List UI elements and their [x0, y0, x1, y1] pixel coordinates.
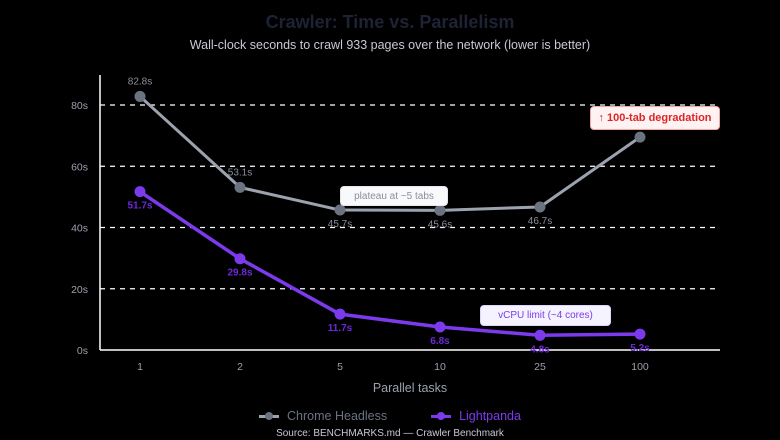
- x-axis-label: Parallel tasks: [372, 381, 448, 395]
- gridlines: [100, 104, 720, 290]
- annotation-degradation-text: ↑ 100-tab degradation: [598, 112, 712, 124]
- chrome-data-point[interactable]: [334, 204, 346, 216]
- annotation-vcpu-text: vCPU limit (~4 cores): [498, 310, 593, 321]
- legend-item-chrome[interactable]: Chrome Headless: [259, 409, 387, 423]
- legend-label-lightpanda: Lightpanda: [459, 409, 521, 423]
- chrome-line: [138, 95, 641, 212]
- lightpanda-value-label: 4.8s: [530, 344, 550, 355]
- lightpanda-line-marker-icon: [431, 411, 452, 421]
- annotation-plateau-text: plateau at ~5 tabs: [354, 190, 434, 202]
- series-chrome: 82.8s 53.1s 45.7s 45.6s 46.7s: [128, 76, 646, 230]
- y-tick-label: 80s: [71, 100, 88, 112]
- x-tick-label: 2: [237, 361, 243, 373]
- series-lightpanda: 51.7s 29.8s 11.7s 6.8s 4.8s 5.2s: [127, 186, 650, 355]
- chrome-data-point[interactable]: [134, 90, 146, 102]
- lightpanda-value-label: 6.8s: [430, 336, 450, 347]
- legend: Chrome Headless Lightpanda: [0, 409, 780, 423]
- y-axis-ticks: 0s 20s 40s 60s 80s: [71, 100, 88, 357]
- chart-subtitle: Wall-clock seconds to crawl 933 pages ov…: [189, 38, 591, 52]
- annotation-plateau: plateau at ~5 tabs: [340, 186, 448, 206]
- chrome-data-point[interactable]: [234, 181, 246, 193]
- chrome-data-point[interactable]: [534, 201, 546, 213]
- chrome-value-label: 53.1s: [228, 167, 252, 178]
- x-tick-label: 10: [434, 361, 446, 373]
- x-tick-label: 100: [631, 361, 649, 373]
- lightpanda-data-point[interactable]: [634, 328, 646, 340]
- chrome-value-label: 45.7s: [328, 219, 352, 230]
- chrome-value-label: 46.7s: [528, 216, 552, 227]
- chrome-data-point[interactable]: [634, 131, 646, 143]
- x-axis-ticks: 1 2 5 10 25 100: [137, 361, 649, 373]
- lightpanda-value-label: 5.2s: [630, 343, 650, 354]
- legend-item-lightpanda[interactable]: Lightpanda: [431, 409, 521, 423]
- chrome-data-point[interactable]: [434, 204, 446, 216]
- y-tick-label: 60s: [71, 161, 88, 173]
- lightpanda-value-label: 51.7s: [127, 201, 152, 212]
- y-tick-label: 40s: [71, 223, 88, 235]
- lightpanda-data-point[interactable]: [434, 321, 446, 333]
- data-series: 82.8s 53.1s 45.7s 45.6s 46.7s 51.7s 29.8s 11.7s…: [127, 76, 650, 355]
- chrome-value-label: 45.6s: [428, 219, 452, 230]
- legend-label-chrome: Chrome Headless: [287, 409, 388, 423]
- lightpanda-value-label: 11.7s: [328, 323, 353, 334]
- source-note: Source: BENCHMARKS.md — Crawler Benchmar…: [276, 428, 504, 439]
- chart-title: Crawler: Time vs. Parallelism: [265, 12, 515, 32]
- lightpanda-line: [139, 190, 641, 338]
- chrome-value-label: 82.8s: [128, 76, 152, 87]
- x-tick-label: 5: [337, 361, 343, 373]
- y-tick-label: 0s: [77, 345, 88, 357]
- axes: [99, 75, 720, 351]
- annotation-vcpu: vCPU limit (~4 cores): [480, 305, 611, 326]
- chrome-line-marker-icon: [259, 411, 280, 421]
- lightpanda-data-point[interactable]: [234, 253, 246, 265]
- lightpanda-data-point[interactable]: [534, 329, 546, 341]
- y-tick-label: 20s: [71, 284, 88, 296]
- lightpanda-data-point[interactable]: [134, 186, 146, 198]
- x-tick-label: 25: [534, 361, 546, 373]
- lightpanda-value-label: 29.8s: [227, 268, 252, 279]
- annotation-degradation: ↑ 100-tab degradation: [590, 106, 720, 130]
- lightpanda-data-point[interactable]: [334, 308, 346, 320]
- x-tick-label: 1: [137, 361, 143, 373]
